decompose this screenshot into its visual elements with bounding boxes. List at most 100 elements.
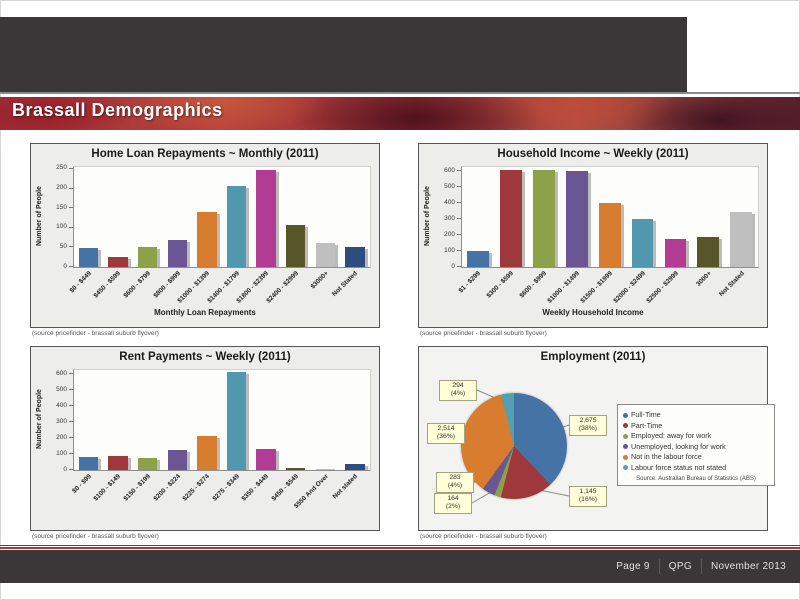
legend-item: Not in the labour force — [623, 452, 769, 463]
legend-item: Part-Time — [623, 421, 769, 432]
y-tick-label: 500 — [56, 385, 67, 393]
legend-item: Full-Time — [623, 410, 769, 421]
bar — [285, 224, 306, 267]
y-tick-label: 200 — [56, 184, 67, 192]
bar — [565, 171, 588, 267]
header-banner: Brassall Demographics — [0, 97, 800, 130]
x-category-label: $3000+ — [309, 270, 330, 291]
x-category-label: $200 - $224 — [152, 473, 182, 503]
y-tick-label: 100 — [444, 246, 455, 254]
y-tick-label: 250 — [56, 164, 67, 172]
pie-callout: 2,675 (38%) — [569, 415, 607, 436]
x-category-label: $275 - $349 — [211, 473, 241, 503]
chart-panel-home-loan: Home Loan Repayments ~ Monthly (2011) Nu… — [30, 143, 380, 328]
bar — [226, 185, 247, 267]
top-dark-band — [0, 17, 687, 92]
bar — [137, 247, 158, 267]
bar — [108, 456, 128, 470]
legend-color-dot — [623, 433, 628, 439]
source-caption: (source pricefinder - brassall suburb fl… — [420, 330, 547, 337]
y-tick-label: 150 — [56, 203, 67, 211]
y-tick-mark — [457, 202, 461, 203]
legend-items: Full-Time Part-Time Employed: away for wor… — [623, 410, 769, 473]
legend-item: Labour force status not stated — [623, 463, 769, 474]
source-caption: (source pricefinder - brassall suburb fl… — [32, 533, 159, 540]
x-category-label: $1 - $299 — [458, 270, 483, 295]
pie-callout: 283 (4%) — [436, 472, 474, 493]
y-tick-mark — [457, 186, 461, 187]
y-tick-mark — [69, 437, 73, 438]
bar — [500, 169, 522, 267]
footer-bar: Page 9 QPG November 2013 — [0, 550, 800, 583]
bar — [345, 463, 365, 470]
y-tick-label: 0 — [451, 262, 455, 270]
y-tick-label: 100 — [56, 223, 67, 231]
y-tick-mark — [457, 234, 461, 235]
x-category-label: $600 - $799 — [122, 270, 152, 300]
x-category-label: $2400 - $2999 — [265, 270, 300, 305]
legend-item: Employed: away for work — [623, 431, 769, 442]
bar — [197, 436, 217, 470]
chart-panel-household-income: Household Income ~ Weekly (2011) Number … — [418, 143, 768, 328]
bar — [78, 457, 99, 470]
bar — [315, 243, 336, 267]
plot-area — [73, 166, 371, 268]
bar — [137, 457, 158, 470]
header-rule — [0, 92, 800, 94]
legend-source-note: Source: Australian Bureau of Statistics … — [636, 476, 756, 482]
x-axis-title: Weekly Household Income — [542, 308, 644, 317]
plot-area — [73, 369, 371, 471]
y-tick-mark — [69, 187, 73, 189]
page-title: Brassall Demographics — [12, 100, 223, 120]
legend-color-dot — [623, 454, 628, 460]
y-tick-mark — [69, 167, 73, 169]
bar — [256, 170, 276, 267]
source-caption: (source pricefinder - brassall suburb fl… — [420, 533, 547, 540]
y-tick-label: 100 — [56, 449, 67, 457]
bar — [598, 203, 621, 267]
x-category-label: $1000 - $1399 — [176, 270, 212, 305]
legend-color-dot — [623, 412, 628, 418]
x-category-label: $450 - $599 — [92, 270, 123, 300]
y-tick-label: 400 — [56, 401, 67, 409]
bar — [697, 237, 720, 267]
y-tick-mark — [69, 246, 73, 248]
y-tick-label: 0 — [63, 465, 67, 473]
bar — [226, 372, 247, 470]
x-category-label: $150 - $199 — [122, 473, 152, 503]
plot-area — [461, 166, 759, 268]
y-tick-label: 300 — [56, 417, 67, 425]
x-category-label: Not Stated — [331, 270, 360, 298]
y-tick-label: 0 — [63, 262, 67, 270]
legend-color-dot — [623, 465, 628, 471]
bar — [78, 248, 99, 267]
y-tick-mark — [69, 207, 73, 209]
bar — [664, 238, 687, 267]
chart-title: Employment (2011) — [540, 351, 646, 363]
x-category-label: $0 - $99 — [70, 473, 93, 495]
y-tick-mark — [457, 218, 461, 219]
pie-callout: 294 (4%) — [439, 380, 477, 401]
pie-callout: 2,514 (36%) — [427, 423, 465, 444]
footer-rule-bottom — [0, 547, 800, 549]
y-tick-mark — [69, 226, 73, 228]
chart-panel-employment: Employment (2011) Full-Time Part-Time Empl… — [418, 346, 775, 531]
bar — [256, 449, 276, 470]
chart-title: Household Income ~ Weekly (2011) — [497, 148, 689, 160]
x-category-label: $550 And Over — [292, 473, 330, 510]
footer-date: November 2013 — [710, 561, 786, 572]
pie-legend: Full-Time Part-Time Employed: away for wor… — [617, 404, 775, 486]
y-tick-mark — [69, 373, 73, 374]
x-category-label: Not stated — [331, 473, 360, 501]
y-tick-mark — [69, 453, 73, 454]
bar — [467, 251, 489, 267]
y-tick-label: 400 — [444, 198, 455, 206]
employment-pie — [461, 393, 567, 499]
bar — [197, 212, 217, 267]
y-tick-mark — [457, 266, 461, 267]
y-tick-mark — [69, 405, 73, 406]
bar — [167, 449, 188, 470]
legend-item: Unemployed, looking for work — [623, 442, 769, 453]
y-tick-mark — [69, 266, 73, 267]
